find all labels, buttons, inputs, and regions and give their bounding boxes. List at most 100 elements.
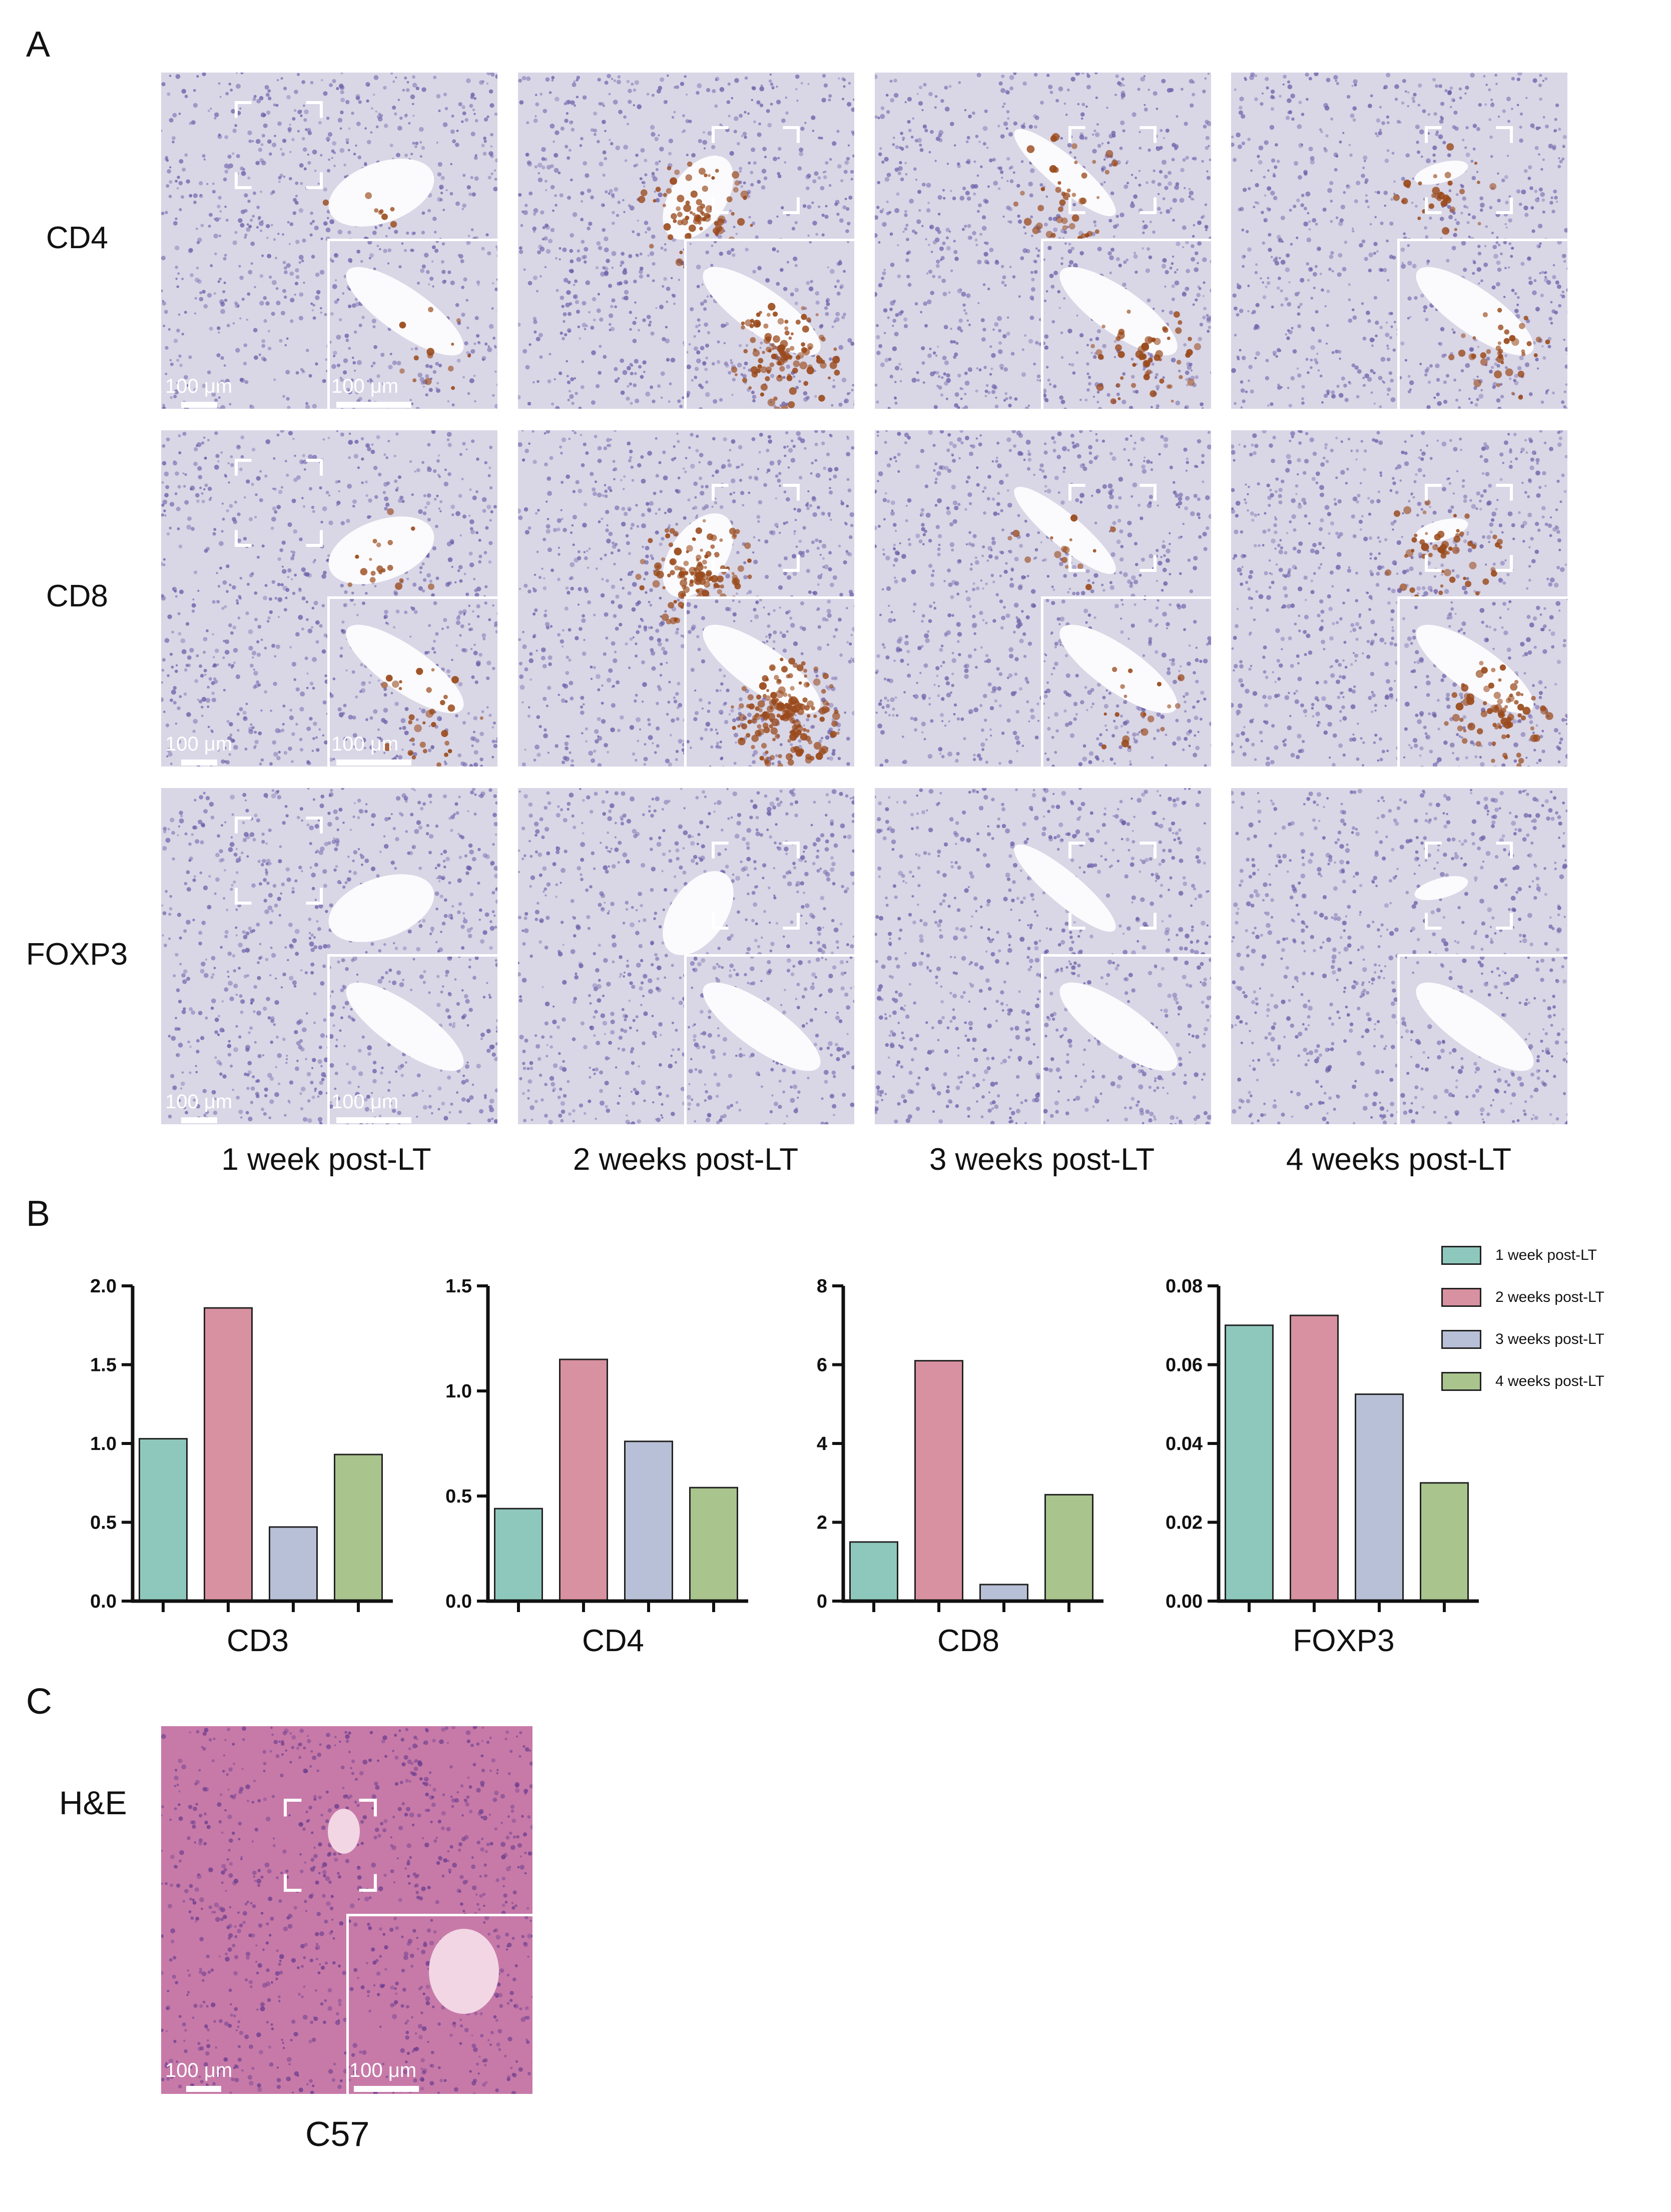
row-label-cd4: CD4 [46,221,109,255]
legend-item-1-week: 1 week post-LT [1441,1246,1597,1265]
micrograph-inset [1397,239,1567,409]
y-tick-label: 1.0 [445,1381,472,1402]
bar-cd4-4 [689,1487,738,1602]
micrograph-cd8-col-2 [518,430,854,767]
legend-item-4-weeks: 4 weeks post-LT [1441,1372,1604,1391]
x-axis-label: FOXP3 [1293,1624,1394,1658]
micrograph-cd4-col-1: 100 μm 100 μm [161,73,497,409]
bar-foxp3-4 [1420,1482,1469,1602]
scale-bar [181,1117,217,1123]
micrograph-inset [1041,239,1211,409]
micrograph-foxp3-col-3 [875,788,1211,1124]
x-axis-label: CD3 [227,1624,289,1658]
y-tick-label: 0.08 [1166,1276,1203,1297]
bar-chart-cd4: 0.0 0.5 1.0 1.5 CD4 [445,1276,748,1658]
legend-label: 1 week post-LT [1495,1247,1597,1263]
col-label-3-weeks: 3 weeks post-LT [929,1142,1155,1177]
x-axis-label: CD8 [937,1624,999,1658]
panel-letter-c: C [26,1682,52,1722]
he-caption-c57: C57 [305,2114,370,2153]
y-tick-label: 4 [817,1433,827,1454]
micrograph-inset [684,239,854,409]
bar-cd3-1 [139,1438,188,1602]
y-tick-label: 0.02 [1166,1513,1203,1534]
y-tick-label: 0.0 [90,1591,117,1612]
y-tick-label: 0.5 [445,1486,472,1507]
scale-bar-inset [336,1117,411,1123]
col-label-1-week: 1 week post-LT [221,1142,431,1177]
he-micrograph: 100 μm 100 μm [161,1726,532,2094]
x-axis-label: CD4 [582,1624,644,1658]
legend-swatch [1441,1288,1481,1307]
bar-cd8-3 [979,1584,1028,1602]
micrograph-foxp3-col-2 [518,788,854,1124]
he-scale-bar-label: 100 μm [165,2059,233,2081]
micrograph-inset [1397,954,1567,1124]
y-tick-label: 2 [817,1513,827,1534]
bar-foxp3-1 [1225,1324,1274,1602]
y-tick-label: 0.00 [1166,1591,1203,1612]
micrograph-inset [684,596,854,767]
micrograph-inset [684,954,854,1124]
legend-item-3-weeks: 3 weeks post-LT [1441,1330,1604,1349]
panel-letter-a: A [26,25,51,65]
bar-chart-cd8: 0 2 4 6 8 CD8 [817,1276,1103,1658]
scale-bar-label: 100 μm [165,733,233,755]
bar-chart-foxp3: 0.00 0.02 0.04 0.06 0.08 FOXP3 [1166,1276,1479,1658]
scale-bar-label-inset: 100 μm [331,375,399,397]
y-tick-label: 0 [817,1591,827,1612]
scale-bar-label-inset: 100 μm [331,733,399,755]
bar-cd3-2 [204,1307,253,1602]
y-tick-label: 6 [817,1355,827,1376]
bar-cd4-1 [494,1508,543,1602]
y-tick-label: 0.04 [1166,1433,1203,1454]
he-inset [346,1914,532,2094]
micrograph-cd4-col-2 [518,73,854,409]
bar-foxp3-3 [1355,1393,1404,1602]
y-tick-label: 2.0 [90,1276,117,1297]
panel-letter-b: B [26,1194,51,1234]
legend-swatch [1441,1372,1481,1391]
micrograph-inset [1041,596,1211,767]
legend-label: 2 weeks post-LT [1495,1289,1604,1305]
bar-chart-cd3: 0.0 0.5 1.0 1.5 2.0 CD3 [90,1276,393,1658]
micrograph-cd8-col-4 [1231,430,1567,767]
micrograph-foxp3-col-1: 100 μm 100 μm [161,788,497,1124]
bar-cd8-2 [914,1360,963,1602]
legend-swatch [1441,1330,1481,1349]
legend-item-2-weeks: 2 weeks post-LT [1441,1288,1604,1307]
y-tick-label: 0.0 [445,1591,472,1612]
scale-bar-label-inset: 100 μm [331,1091,399,1113]
col-label-2-weeks: 2 weeks post-LT [573,1142,799,1177]
col-label-4-weeks: 4 weeks post-LT [1286,1142,1512,1177]
legend-swatch [1441,1246,1481,1265]
bar-foxp3-2 [1290,1314,1339,1602]
bar-cd8-1 [849,1541,898,1602]
y-tick-label: 8 [817,1276,827,1297]
micrograph-inset [1397,596,1567,767]
micrograph-cd4-col-3 [875,73,1211,409]
he-scale-bar-label-inset: 100 μm [349,2059,417,2081]
y-tick-label: 0.06 [1166,1355,1203,1376]
y-tick-label: 1.0 [90,1433,117,1454]
row-label-foxp3: FOXP3 [26,937,128,972]
micrograph-inset [327,596,497,767]
row-label-he: H&E [59,1784,127,1821]
micrograph-inset [327,954,497,1124]
scale-bar-label: 100 μm [165,375,233,397]
micrograph-cd8-col-3 [875,430,1211,767]
micrograph-cd8-col-1: 100 μm 100 μm [161,430,497,767]
micrograph-inset [327,239,497,409]
y-tick-label: 1.5 [90,1355,117,1376]
scale-bar-label: 100 μm [165,1091,233,1113]
he-scale-bar-inset [354,2086,419,2092]
he-scale-bar [186,2086,221,2092]
micrograph-inset [1041,954,1211,1124]
row-label-cd8: CD8 [46,579,109,613]
scale-bar [181,402,217,408]
micrograph-foxp3-col-4 [1231,788,1567,1124]
scale-bar [181,760,217,766]
bar-cd3-4 [334,1453,383,1602]
y-tick-label: 0.5 [90,1513,117,1534]
scale-bar-inset [336,402,411,408]
